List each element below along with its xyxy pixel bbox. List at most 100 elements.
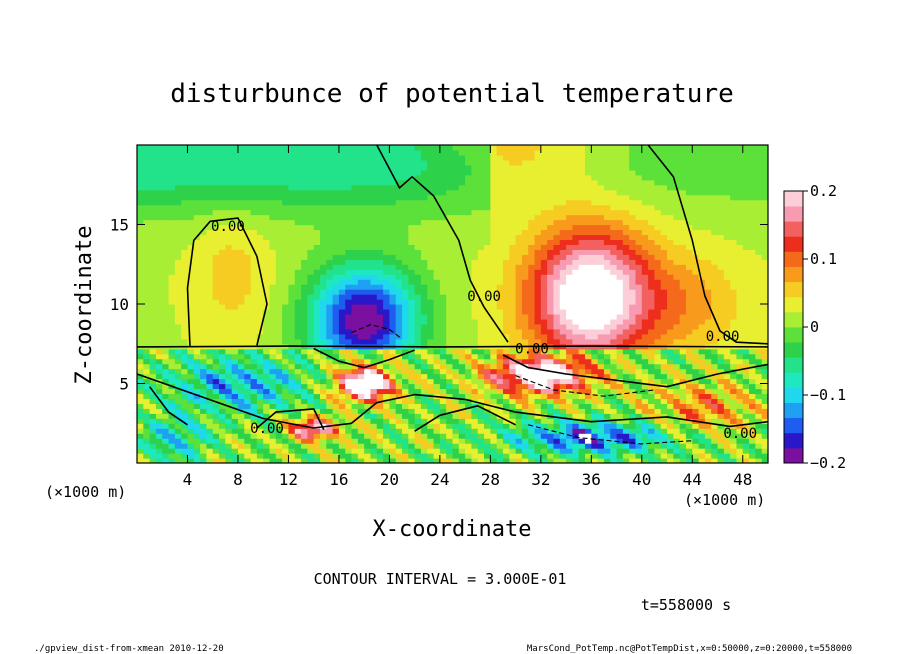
- heatmap-cell: [648, 313, 656, 320]
- heatmap-cell: [319, 249, 327, 255]
- heatmap-cell: [219, 254, 226, 260]
- heatmap-cell: [187, 269, 195, 275]
- heatmap-cell: [761, 358, 768, 365]
- heatmap-cell: [679, 433, 687, 439]
- heatmap-cell: [711, 413, 719, 419]
- heatmap-cell: [275, 398, 283, 404]
- heatmap-cell: [282, 393, 290, 400]
- heatmap-cell: [484, 423, 491, 429]
- heatmap-cell: [679, 368, 687, 375]
- heatmap-cell: [667, 453, 674, 459]
- heatmap-cell: [439, 448, 447, 454]
- heatmap-cell: [294, 328, 302, 335]
- heatmap-cell: [723, 229, 731, 236]
- heatmap-cell: [761, 393, 768, 400]
- heatmap-cell: [149, 259, 157, 265]
- heatmap-cell: [711, 378, 719, 385]
- heatmap-cell: [376, 433, 384, 439]
- heatmap-cell: [181, 229, 189, 236]
- heatmap-cell: [364, 453, 372, 459]
- heatmap-cell: [553, 433, 561, 439]
- heatmap-cell: [648, 274, 656, 280]
- heatmap-cell: [566, 304, 573, 310]
- heatmap-cell: [465, 418, 473, 424]
- heatmap-cell: [313, 353, 321, 360]
- heatmap-cell: [509, 299, 517, 305]
- heatmap-cell: [301, 279, 308, 285]
- heatmap-cell: [187, 239, 195, 245]
- heatmap-cell: [383, 393, 390, 400]
- heatmap-cell: [749, 254, 756, 260]
- heatmap-cell: [294, 294, 302, 300]
- heatmap-cell: [395, 264, 403, 270]
- heatmap-cell: [402, 333, 409, 340]
- heatmap-cell: [439, 398, 447, 404]
- heatmap-cell: [307, 368, 315, 375]
- heatmap-cell: [591, 333, 599, 340]
- heatmap-cell: [263, 378, 271, 385]
- heatmap-cell: [370, 443, 378, 449]
- heatmap-cell: [200, 423, 208, 429]
- heatmap-cell: [547, 304, 555, 310]
- heatmap-cell: [294, 363, 302, 370]
- heatmap-cell: [263, 284, 271, 290]
- heatmap-cell: [301, 398, 308, 404]
- heatmap-cell: [275, 383, 283, 390]
- heatmap-cell: [521, 328, 529, 335]
- heatmap-cell: [673, 229, 681, 236]
- heatmap-cell: [162, 284, 170, 290]
- heatmap-cell: [585, 358, 592, 365]
- heatmap-cell: [345, 323, 353, 330]
- heatmap-cell: [149, 269, 157, 275]
- heatmap-cell: [414, 254, 422, 260]
- heatmap-cell: [616, 348, 624, 355]
- heatmap-cell: [540, 313, 548, 320]
- heatmap-cell: [597, 269, 605, 275]
- heatmap-cell: [137, 254, 144, 260]
- heatmap-cell: [389, 453, 397, 459]
- heatmap-cell: [357, 338, 365, 345]
- heatmap-cell: [439, 428, 447, 434]
- heatmap-cell: [484, 333, 491, 340]
- heatmap-cell: [736, 363, 744, 370]
- heatmap-cell: [591, 413, 599, 419]
- heatmap-cell: [181, 279, 189, 285]
- heatmap-cell: [559, 333, 567, 340]
- heatmap-cell: [433, 453, 441, 459]
- heatmap-cell: [408, 318, 416, 325]
- heatmap-cell: [446, 398, 454, 404]
- heatmap-cell: [755, 383, 763, 390]
- heatmap-cell: [181, 423, 189, 429]
- heatmap-cell: [717, 453, 725, 459]
- heatmap-cell: [572, 378, 580, 385]
- heatmap-cell: [578, 214, 586, 221]
- heatmap-cell: [446, 279, 454, 285]
- heatmap-cell: [515, 423, 523, 429]
- heatmap-cell: [433, 353, 441, 360]
- heatmap-cell: [534, 353, 542, 360]
- heatmap-cell: [294, 333, 302, 340]
- heatmap-cell: [414, 279, 422, 285]
- heatmap-cell: [212, 333, 220, 340]
- heatmap-cell: [679, 294, 687, 300]
- heatmap-cell: [559, 428, 567, 434]
- heatmap-cell: [319, 254, 327, 260]
- heatmap-cell: [389, 358, 397, 365]
- heatmap-cell: [319, 458, 327, 463]
- heatmap-cell: [711, 229, 719, 236]
- heatmap-cell: [742, 254, 750, 260]
- heatmap-cell: [547, 274, 555, 280]
- heatmap-cell: [294, 403, 302, 409]
- heatmap-cell: [477, 219, 485, 226]
- heatmap-cell: [572, 453, 580, 459]
- heatmap-cell: [711, 388, 719, 395]
- heatmap-cell: [585, 383, 592, 390]
- heatmap-cell: [603, 274, 611, 280]
- heatmap-cell: [654, 338, 662, 345]
- heatmap-cell: [603, 403, 611, 409]
- heatmap-cell: [458, 423, 466, 429]
- heatmap-cell: [301, 373, 308, 380]
- heatmap-cell: [742, 373, 750, 380]
- heatmap-cell: [162, 453, 170, 459]
- heatmap-cell: [357, 358, 365, 365]
